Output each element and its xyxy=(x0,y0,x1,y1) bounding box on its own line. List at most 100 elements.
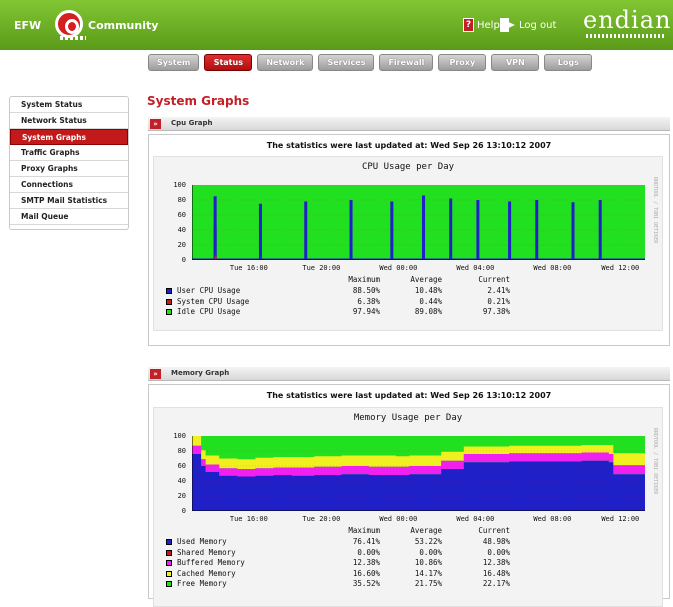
y-tick-label: 0 xyxy=(181,256,186,264)
sidebar-menu: System Status Network Status System Graphs… xyxy=(9,96,129,230)
legend-row: Idle CPU Usage 97.94% 89.08% 97.38% xyxy=(154,307,662,317)
legend-column-header: Average xyxy=(410,275,442,284)
memory-graph: Memory Usage per Day RRDTOOL / TOBI OETIK… xyxy=(153,407,663,607)
legend-maximum-value: 16.60% xyxy=(352,568,380,578)
help-label: Help xyxy=(477,19,500,31)
legend-swatch xyxy=(166,570,172,577)
legend-current-value: 0.00% xyxy=(487,547,510,557)
legend-current-value: 0.21% xyxy=(487,296,510,306)
help-link[interactable]: ? Help xyxy=(463,18,500,32)
logout-label: Log out xyxy=(519,19,557,31)
y-tick-label: 80 xyxy=(177,196,186,204)
x-tick-label: Wed 00:00 xyxy=(379,515,418,523)
y-tick-label: 100 xyxy=(173,181,186,189)
user-cpu-spike xyxy=(422,195,426,260)
logout-link[interactable]: Log out xyxy=(500,18,556,32)
legend-header: Maximum Average Current xyxy=(154,275,662,285)
sidebar-item-proxy-graphs[interactable]: Proxy Graphs xyxy=(10,161,128,177)
chart-plot-area xyxy=(192,436,645,511)
legend-series-name: System CPU Usage xyxy=(177,296,250,306)
sidebar-item-mail-queue[interactable]: Mail Queue xyxy=(10,209,128,225)
user-cpu-spike xyxy=(598,200,602,260)
legend-swatch xyxy=(166,309,172,315)
tab-services[interactable]: Services xyxy=(318,54,375,71)
legend-maximum-value: 88.50% xyxy=(352,286,380,295)
legend-series-name: User CPU Usage xyxy=(177,286,241,295)
legend-series-name: Buffered Memory xyxy=(177,558,245,567)
rrdtool-caption: RRDTOOL / TOBI OETIKER xyxy=(652,428,658,495)
legend-average-value: 10.48% xyxy=(414,286,442,295)
x-tick-label: Wed 08:00 xyxy=(533,264,572,272)
legend-column-header: Current xyxy=(478,526,510,535)
system-cpu-spike xyxy=(214,255,217,260)
tab-system[interactable]: System xyxy=(148,54,200,71)
legend-column-header: Average xyxy=(410,526,442,535)
tab-logs[interactable]: Logs xyxy=(544,54,593,71)
user-cpu-spike xyxy=(390,201,394,260)
legend-average-value: 89.08% xyxy=(414,307,442,316)
y-tick-label: 20 xyxy=(177,492,186,500)
legend-header: Maximum Average Current xyxy=(154,526,662,536)
legend-average-value: 53.22% xyxy=(414,537,442,546)
legend-current-value: 12.38% xyxy=(482,558,510,567)
sidebar-item-connections[interactable]: Connections xyxy=(10,177,128,193)
used-memory-area xyxy=(192,454,645,511)
legend-row: Cached Memory 16.60% 14.17% 16.48% xyxy=(154,569,662,579)
collapse-arrow-icon[interactable]: » xyxy=(150,119,161,129)
user-cpu-spike xyxy=(571,202,575,260)
sidebar-item-smtp-mail-statistics[interactable]: SMTP Mail Statistics xyxy=(10,193,128,209)
cached-memory-area xyxy=(192,436,645,469)
x-tick-label: Tue 16:00 xyxy=(229,515,268,523)
legend-swatch xyxy=(166,288,172,294)
tab-status[interactable]: Status xyxy=(204,54,253,71)
legend-swatch xyxy=(166,560,172,566)
y-tick-label: 60 xyxy=(177,462,186,470)
cpu-section-header[interactable]: » Cpu Graph xyxy=(148,117,670,131)
main-nav-tabs: System Status Network Services Firewall Proxy… xyxy=(148,54,593,71)
tab-vpn[interactable]: VPN xyxy=(491,54,540,71)
memory-section-title: Memory Graph xyxy=(171,369,230,377)
x-tick-label: Wed 00:00 xyxy=(379,264,418,272)
tab-network[interactable]: Network xyxy=(257,54,314,71)
legend-row: Used Memory 76.41% 53.22% 48.98% xyxy=(154,537,662,547)
cpu-graph: CPU Usage per Day RRDTOOL / TOBI OETIKER 1… xyxy=(153,156,663,331)
idle-cpu-area xyxy=(192,185,645,260)
legend-column-header: Maximum xyxy=(348,275,380,284)
legend-maximum-value: 97.94% xyxy=(352,307,380,316)
legend-current-value: 22.17% xyxy=(482,579,510,588)
buffered-memory-area xyxy=(192,445,645,477)
sidebar-item-system-status[interactable]: System Status xyxy=(10,97,128,113)
memory-section-header[interactable]: » Memory Graph xyxy=(148,367,670,381)
legend-current-value: 2.41% xyxy=(487,286,510,295)
x-tick-label: Wed 12:00 xyxy=(601,515,640,523)
legend-series-name: Free Memory xyxy=(177,579,227,588)
user-cpu-spike xyxy=(213,226,217,260)
legend-row: Free Memory 35.52% 21.75% 22.17% xyxy=(154,579,662,589)
x-tick-label: Tue 20:00 xyxy=(302,264,341,272)
sidebar-item-system-graphs[interactable]: System Graphs xyxy=(10,129,128,145)
x-tick-label: Tue 20:00 xyxy=(302,515,341,523)
legend-swatch xyxy=(166,298,172,305)
logout-icon xyxy=(500,18,515,32)
x-tick-label: Wed 04:00 xyxy=(456,515,495,523)
user-cpu-baseline xyxy=(192,258,645,260)
y-tick-label: 100 xyxy=(173,432,186,440)
sidebar-item-network-status[interactable]: Network Status xyxy=(10,113,128,129)
user-cpu-spike xyxy=(449,198,453,260)
tab-firewall[interactable]: Firewall xyxy=(379,54,434,71)
app-header: EFW Community ? Help Log out endian xyxy=(0,0,673,50)
chart-title: CPU Usage per Day xyxy=(361,162,455,172)
x-tick-label: Wed 04:00 xyxy=(456,264,495,272)
x-tick-label: Tue 16:00 xyxy=(229,264,268,272)
cpu-panel: The statistics were last updated at: Wed… xyxy=(148,134,670,346)
legend-average-value: 0.44% xyxy=(419,296,442,306)
collapse-arrow-icon[interactable]: » xyxy=(150,369,161,379)
sidebar-item-traffic-graphs[interactable]: Traffic Graphs xyxy=(10,145,128,161)
chart-svg xyxy=(192,436,645,511)
page-title: System Graphs xyxy=(147,94,250,108)
y-tick-label: 0 xyxy=(181,507,186,515)
tab-proxy[interactable]: Proxy xyxy=(438,54,487,71)
user-cpu-spike xyxy=(535,200,539,260)
legend-current-value: 97.38% xyxy=(482,307,510,316)
user-cpu-spike xyxy=(258,203,262,260)
